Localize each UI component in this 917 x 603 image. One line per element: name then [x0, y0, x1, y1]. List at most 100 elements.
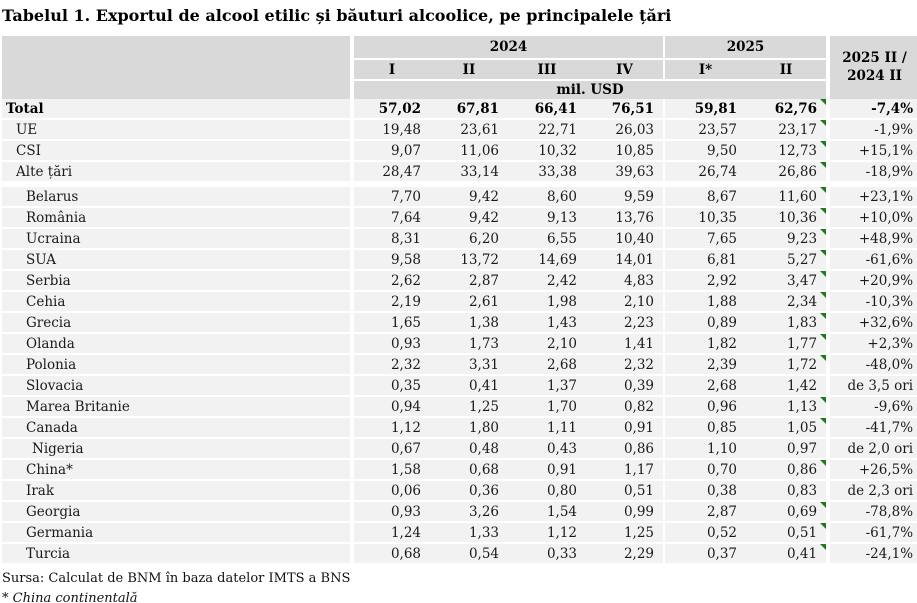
value-cell: 6,55 [508, 228, 586, 250]
value-cell: 1,24 [352, 522, 430, 544]
value-cell: 1,38 [430, 312, 508, 334]
value-cell: 0,99 [586, 501, 666, 523]
value-cell: 67,81 [430, 99, 508, 120]
value-cell: 0,06 [352, 480, 430, 502]
value-cell: 1,37 [508, 375, 586, 397]
change-cell: de 2,0 ori [828, 438, 917, 460]
value-cell: 0,68 [352, 543, 430, 565]
value-cell: 0,91 [508, 459, 586, 481]
comment-marker-icon [820, 271, 825, 277]
change-cell: -10,3% [828, 291, 917, 313]
change-cell: -24,1% [828, 543, 917, 565]
quarter-header-q4: IV [586, 59, 666, 81]
comment-marker-icon [820, 418, 825, 424]
change-cell: de 3,5 ori [828, 375, 917, 397]
value-cell: 1,25 [586, 522, 666, 544]
value-cell: 9,42 [430, 207, 508, 229]
table-row: Germania 1,24 1,33 1,12 1,25 0,52 0,51 -61,7% [2, 522, 917, 544]
value-cell: 1,82 [664, 333, 747, 355]
value-cell: 2,87 [664, 501, 747, 523]
quarter-header-q2-2025: II [746, 59, 831, 81]
value-cell: 0,69 [746, 501, 831, 523]
value-cell: 7,64 [352, 207, 430, 229]
row-label: Olanda [2, 333, 354, 355]
row-label: CSI [2, 140, 354, 162]
row-label: Alte țări [2, 161, 354, 187]
value-cell: 0,86 [746, 459, 831, 481]
value-cell: 0,38 [664, 480, 747, 502]
comment-marker-icon [820, 502, 825, 508]
value-cell: 9,13 [508, 207, 586, 229]
change-cell: +20,9% [828, 270, 917, 292]
export-table: 2024 2025 2025 II / 2024 II I II III IV … [2, 36, 917, 565]
row-label: Irak [2, 480, 354, 502]
value-cell: 0,43 [508, 438, 586, 460]
table-row: Ucraina 8,31 6,20 6,55 10,40 7,65 9,23 +48,9% [2, 228, 917, 250]
table-row: România 7,64 9,42 9,13 13,76 10,35 10,36 +10,0% [2, 207, 917, 229]
row-label: Nigeria [2, 438, 354, 460]
value-cell: 1,83 [746, 312, 831, 334]
value-cell: 26,03 [586, 119, 666, 141]
comment-marker-icon [820, 334, 825, 340]
change-cell: +26,5% [828, 459, 917, 481]
value-cell: 1,58 [352, 459, 430, 481]
value-cell: 14,69 [508, 249, 586, 271]
value-cell: 2,23 [586, 312, 666, 334]
row-label: Cehia [2, 291, 354, 313]
change-cell: -78,8% [828, 501, 917, 523]
value-cell: 26,74 [664, 161, 747, 187]
value-cell: 1,12 [352, 417, 430, 439]
value-cell: 0,96 [664, 396, 747, 418]
quarter-header-q1: I [352, 59, 430, 81]
table-row: Alte țări 28,47 33,14 33,38 39,63 26,74 26,86-… [2, 161, 917, 187]
value-cell: 23,17 [746, 119, 831, 141]
value-cell: 14,01 [586, 249, 666, 271]
change-cell: -9,6% [828, 396, 917, 418]
ratio-header-line2: 2024 II [847, 67, 902, 84]
value-cell: 11,06 [430, 140, 508, 162]
value-cell: 0,33 [508, 543, 586, 565]
value-cell: 1,10 [664, 438, 747, 460]
change-cell: +23,1% [828, 184, 917, 208]
change-cell: de 2,3 ori [828, 480, 917, 502]
comment-marker-icon [820, 141, 825, 147]
value-cell: 33,14 [430, 161, 508, 187]
change-cell: +2,3% [828, 333, 917, 355]
value-cell: 1,80 [430, 417, 508, 439]
value-cell: 2,32 [586, 354, 666, 376]
value-cell: 28,47 [352, 161, 430, 187]
ratio-header: 2025 II / 2024 II [828, 36, 917, 99]
value-cell: 0,70 [664, 459, 747, 481]
row-label: Marea Britanie [2, 396, 354, 418]
value-cell: 0,35 [352, 375, 430, 397]
value-cell: 1,41 [586, 333, 666, 355]
value-cell: 1,12 [508, 522, 586, 544]
change-cell: -61,7% [828, 522, 917, 544]
comment-marker-icon [820, 523, 825, 529]
table-row: Grecia 1,65 1,38 1,43 2,23 0,89 1,83 +32,6% [2, 312, 917, 334]
value-cell: 13,76 [586, 207, 666, 229]
value-cell: 0,82 [586, 396, 666, 418]
value-cell: 1,17 [586, 459, 666, 481]
table-row: Nigeria 0,67 0,48 0,43 0,86 1,10 0,97 de 2,0 or… [2, 438, 917, 460]
value-cell: 0,80 [508, 480, 586, 502]
comment-marker-icon [820, 229, 825, 235]
row-label: România [2, 207, 354, 229]
table-row: Belarus 7,70 9,42 8,60 9,59 8,67 11,60 +23,1% [2, 184, 917, 208]
table-row: Serbia 2,62 2,87 2,42 4,83 2,92 3,47 +20,9% [2, 270, 917, 292]
row-label: SUA [2, 249, 354, 271]
table-header: 2024 2025 2025 II / 2024 II I II III IV … [2, 36, 917, 99]
value-cell: 1,77 [746, 333, 831, 355]
value-cell: 0,83 [746, 480, 831, 502]
value-cell: 0,68 [430, 459, 508, 481]
row-label: UE [2, 119, 354, 141]
value-cell: 9,07 [352, 140, 430, 162]
change-cell: +32,6% [828, 312, 917, 334]
value-cell: 12,73 [746, 140, 831, 162]
value-cell: 0,85 [664, 417, 747, 439]
value-cell: 10,32 [508, 140, 586, 162]
change-cell: +48,9% [828, 228, 917, 250]
value-cell: 0,52 [664, 522, 747, 544]
value-cell: 1,73 [430, 333, 508, 355]
value-cell: 9,50 [664, 140, 747, 162]
